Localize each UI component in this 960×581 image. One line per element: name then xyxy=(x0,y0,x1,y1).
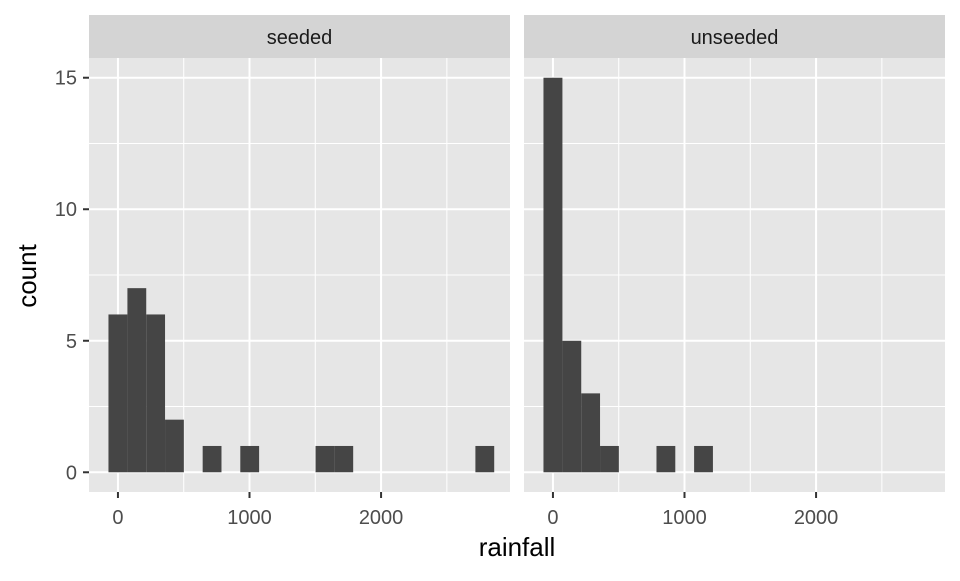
histogram-bar xyxy=(694,445,713,473)
histogram-bar xyxy=(108,314,128,473)
x-tick-label: 1000 xyxy=(227,507,272,529)
histogram-bar xyxy=(543,77,563,473)
histogram-bar xyxy=(581,393,601,473)
facet-strip-background xyxy=(89,15,510,58)
x-tick-label: 2000 xyxy=(359,507,404,529)
histogram-bar xyxy=(334,445,354,473)
histogram-bar xyxy=(127,288,147,473)
facet-strip-background xyxy=(524,15,945,58)
x-axis-title: rainfall xyxy=(479,532,556,562)
y-axis-title: count xyxy=(12,243,42,307)
y-tick-label: 5 xyxy=(66,331,77,353)
histogram-bar xyxy=(165,419,184,473)
facet-panel-unseeded: unseeded 0 1000 2000 xyxy=(524,15,945,529)
histogram-bar xyxy=(656,445,676,473)
facet-panel-seeded: seeded 0 1000 2000 0 5 10 15 xyxy=(55,15,510,529)
x-tick-label: 1000 xyxy=(662,507,707,529)
y-tick-label: 15 xyxy=(55,68,77,90)
histogram-bar xyxy=(202,445,222,473)
facet-strip-label: unseeded xyxy=(691,27,779,49)
facet-strip-label: seeded xyxy=(267,27,333,49)
y-tick-label: 0 xyxy=(66,462,77,484)
histogram-bar xyxy=(562,340,582,473)
y-tick-label: 10 xyxy=(55,199,77,221)
histogram-bar xyxy=(146,314,166,473)
histogram-bar xyxy=(475,445,495,473)
x-tick-label: 0 xyxy=(547,507,558,529)
histogram-bar xyxy=(240,445,260,473)
x-tick-label: 0 xyxy=(112,507,123,529)
x-tick-label: 2000 xyxy=(794,507,839,529)
histogram-bar xyxy=(315,445,335,473)
histogram-bar xyxy=(600,445,619,473)
